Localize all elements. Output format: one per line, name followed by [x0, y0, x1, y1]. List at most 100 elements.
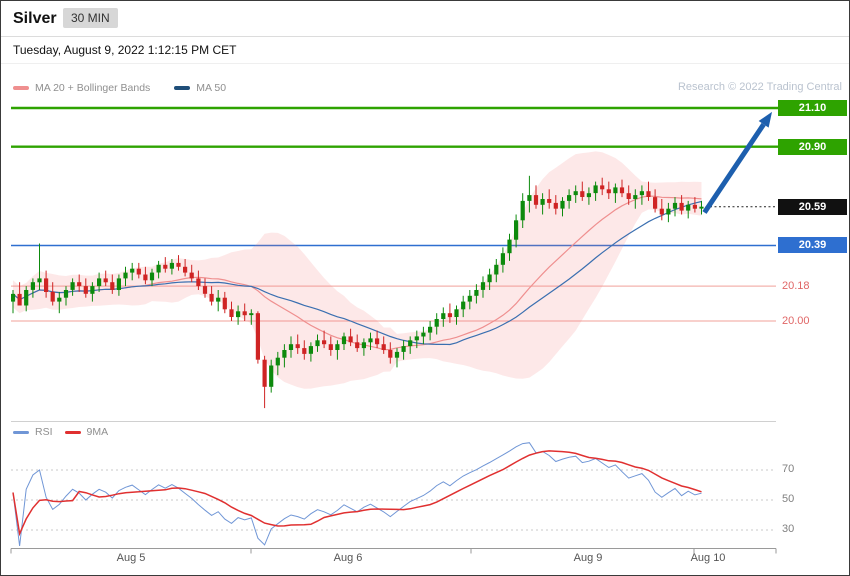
candle — [57, 297, 62, 302]
rsi-line — [12, 442, 702, 547]
candle — [520, 200, 525, 221]
rsi-ma-legend-label: 9MA — [86, 426, 109, 438]
candle — [328, 344, 333, 350]
candle — [567, 195, 572, 201]
candle — [295, 344, 300, 349]
candle — [348, 336, 353, 343]
rsi-tick-label-30: 30 — [782, 523, 795, 535]
candle — [143, 274, 148, 281]
candle — [110, 282, 115, 290]
candle — [553, 202, 558, 209]
candle — [163, 264, 168, 269]
chart-datetime: Tuesday, August 9, 2022 1:12:15 PM CET — [13, 43, 237, 57]
candle — [269, 365, 274, 387]
x-axis-label-aug-6: Aug 6 — [333, 552, 363, 564]
rsi-legend-swatch-icon — [13, 430, 29, 434]
candle — [335, 344, 340, 350]
candle — [659, 208, 664, 215]
candle — [699, 206, 704, 209]
candle — [646, 191, 651, 197]
x-axis-label-aug-9: Aug 9 — [573, 552, 603, 564]
candle — [123, 272, 128, 279]
candle — [408, 340, 413, 347]
candle — [381, 344, 386, 350]
ma50-line — [12, 200, 702, 346]
candle — [11, 293, 16, 302]
candle — [282, 350, 287, 358]
candle — [474, 290, 479, 296]
timeframe-badge[interactable]: 30 MIN — [63, 8, 118, 28]
candle — [77, 282, 82, 287]
candle — [308, 346, 313, 354]
candle — [216, 297, 221, 302]
candle — [639, 191, 644, 196]
candle — [633, 195, 638, 199]
candle — [441, 313, 446, 319]
candle — [262, 359, 267, 387]
candle — [414, 336, 419, 341]
candle — [288, 344, 294, 350]
instrument-title: Silver — [13, 10, 57, 27]
price-label-box-20.39: 20.39 — [778, 237, 847, 253]
candle — [37, 278, 42, 283]
candle — [149, 272, 155, 281]
candle — [169, 262, 174, 269]
chart-header: Silver 30 MIN — [1, 1, 849, 37]
price-label-text-20.00: 20.00 — [782, 315, 810, 327]
candle — [686, 204, 691, 211]
x-axis-label-aug-5: Aug 5 — [116, 552, 146, 564]
bollinger-band — [13, 151, 702, 389]
candle — [116, 278, 121, 290]
candle — [467, 295, 472, 302]
projection-arrow-shaft — [702, 122, 766, 214]
candle — [176, 262, 181, 267]
candle — [480, 282, 486, 290]
candle — [586, 193, 591, 198]
ma50-legend-label: MA 50 — [196, 82, 227, 94]
candle — [494, 264, 499, 275]
candle — [421, 332, 426, 337]
candle — [17, 293, 22, 306]
header-divider — [1, 63, 849, 64]
candle — [692, 204, 697, 209]
candle — [368, 338, 373, 343]
candle — [156, 264, 161, 273]
projection-arrow-head — [758, 111, 772, 128]
candle — [302, 348, 307, 354]
candle — [461, 301, 466, 310]
candle — [90, 286, 95, 294]
candle — [428, 326, 433, 333]
candle — [533, 195, 539, 205]
candle — [560, 200, 565, 209]
candle — [619, 187, 625, 194]
candle — [24, 290, 29, 306]
ma20-line — [12, 195, 702, 351]
price-label-box-21.10: 21.10 — [778, 100, 847, 116]
rsi-legend: RSI 9MA — [13, 426, 108, 438]
ma20-legend-swatch-icon — [13, 86, 29, 90]
candle — [361, 342, 366, 349]
candle — [600, 185, 605, 190]
price-label-box-20.90: 20.90 — [778, 139, 847, 155]
candle — [388, 350, 393, 358]
candle — [50, 291, 55, 302]
candle — [500, 253, 505, 265]
rsi-tick-label-70: 70 — [782, 463, 795, 475]
candle — [514, 220, 519, 240]
candle — [249, 313, 254, 316]
candle — [454, 309, 459, 317]
candle — [70, 282, 75, 290]
candle — [83, 286, 88, 294]
candle — [30, 282, 35, 290]
candle — [573, 191, 578, 196]
rsi-legend-label: RSI — [35, 426, 53, 438]
candle — [394, 351, 400, 358]
candle — [209, 293, 214, 302]
candle — [255, 313, 260, 360]
candle — [527, 195, 532, 201]
candle — [434, 319, 439, 327]
candle — [375, 338, 380, 345]
copyright-text: Research © 2022 Trading Central — [677, 81, 842, 93]
candle — [189, 272, 194, 279]
